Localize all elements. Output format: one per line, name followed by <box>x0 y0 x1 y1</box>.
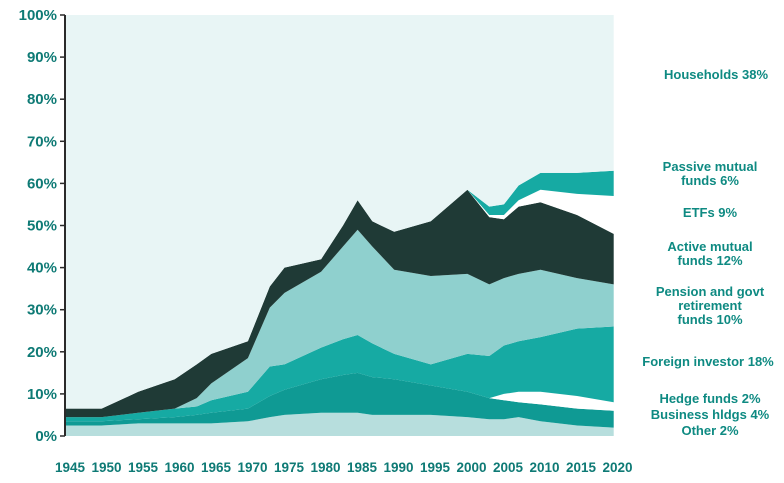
x-tick-label: 1960 <box>164 460 194 475</box>
area-series-8 <box>65 15 614 409</box>
legend-households: Households 38% <box>663 67 769 82</box>
area-series-0 <box>65 412 614 436</box>
y-tick-label: 70% <box>27 133 57 150</box>
area-series-3 <box>65 326 614 422</box>
area-series-4 <box>65 229 614 418</box>
y-tick-label: 60% <box>27 175 57 192</box>
legend-foreign-investor: Foreign investor 18% <box>642 354 774 369</box>
y-tick-label: 0% <box>35 428 57 445</box>
legend-etfs: ETFs 9% <box>682 205 738 220</box>
x-tick-label: 1965 <box>201 460 232 475</box>
x-tick-label: 1975 <box>274 460 305 475</box>
legend-other: Other 2% <box>681 423 739 438</box>
legend-hedge-funds: Hedge funds 2% <box>659 391 761 406</box>
x-tick-label: 1990 <box>383 460 413 475</box>
x-tick-label: 2015 <box>566 460 597 475</box>
area-series-2 <box>65 372 614 422</box>
y-tick-label: 80% <box>27 91 57 108</box>
y-tick-label: 20% <box>27 344 57 361</box>
x-tick-label: 1970 <box>237 460 267 475</box>
area-series-5 <box>65 189 614 418</box>
x-tick-label: 1985 <box>347 460 378 475</box>
y-tick-label: 100% <box>19 7 57 24</box>
x-tick-label: 2005 <box>493 460 524 475</box>
y-tick-label: 10% <box>27 386 57 403</box>
x-tick-label: 1995 <box>420 460 451 475</box>
legend-business-holdings: Business hldgs 4% <box>650 407 770 422</box>
area-series-1 <box>65 372 614 428</box>
legend-pension-funds: Pension and govt retirement funds 10% <box>655 284 765 327</box>
legend-passive-mutual-funds: Passive mutual funds 6% <box>662 159 758 188</box>
y-tick-label: 30% <box>27 302 57 319</box>
legend-active-mutual-funds: Active mutual funds 12% <box>667 239 753 268</box>
x-tick-label: 2020 <box>602 460 632 475</box>
y-tick-label: 90% <box>27 49 57 66</box>
x-tick-label: 1955 <box>128 460 159 475</box>
y-tick-labels: 0% 10% 20% 30% 40% 50% 60% 70% 80% 90% 100% <box>19 7 65 445</box>
x-tick-label: 2010 <box>529 460 559 475</box>
x-tick-labels: 1945 1950 1955 1960 1965 1970 1975 1980 1985 1990… <box>55 460 633 475</box>
y-tick-label: 40% <box>27 260 57 277</box>
x-tick-label: 2000 <box>456 460 486 475</box>
x-tick-label: 1950 <box>91 460 121 475</box>
x-tick-label: 1945 <box>55 460 86 475</box>
y-tick-label: 50% <box>27 218 57 235</box>
x-tick-label: 1980 <box>310 460 340 475</box>
area-series-group <box>65 15 614 436</box>
